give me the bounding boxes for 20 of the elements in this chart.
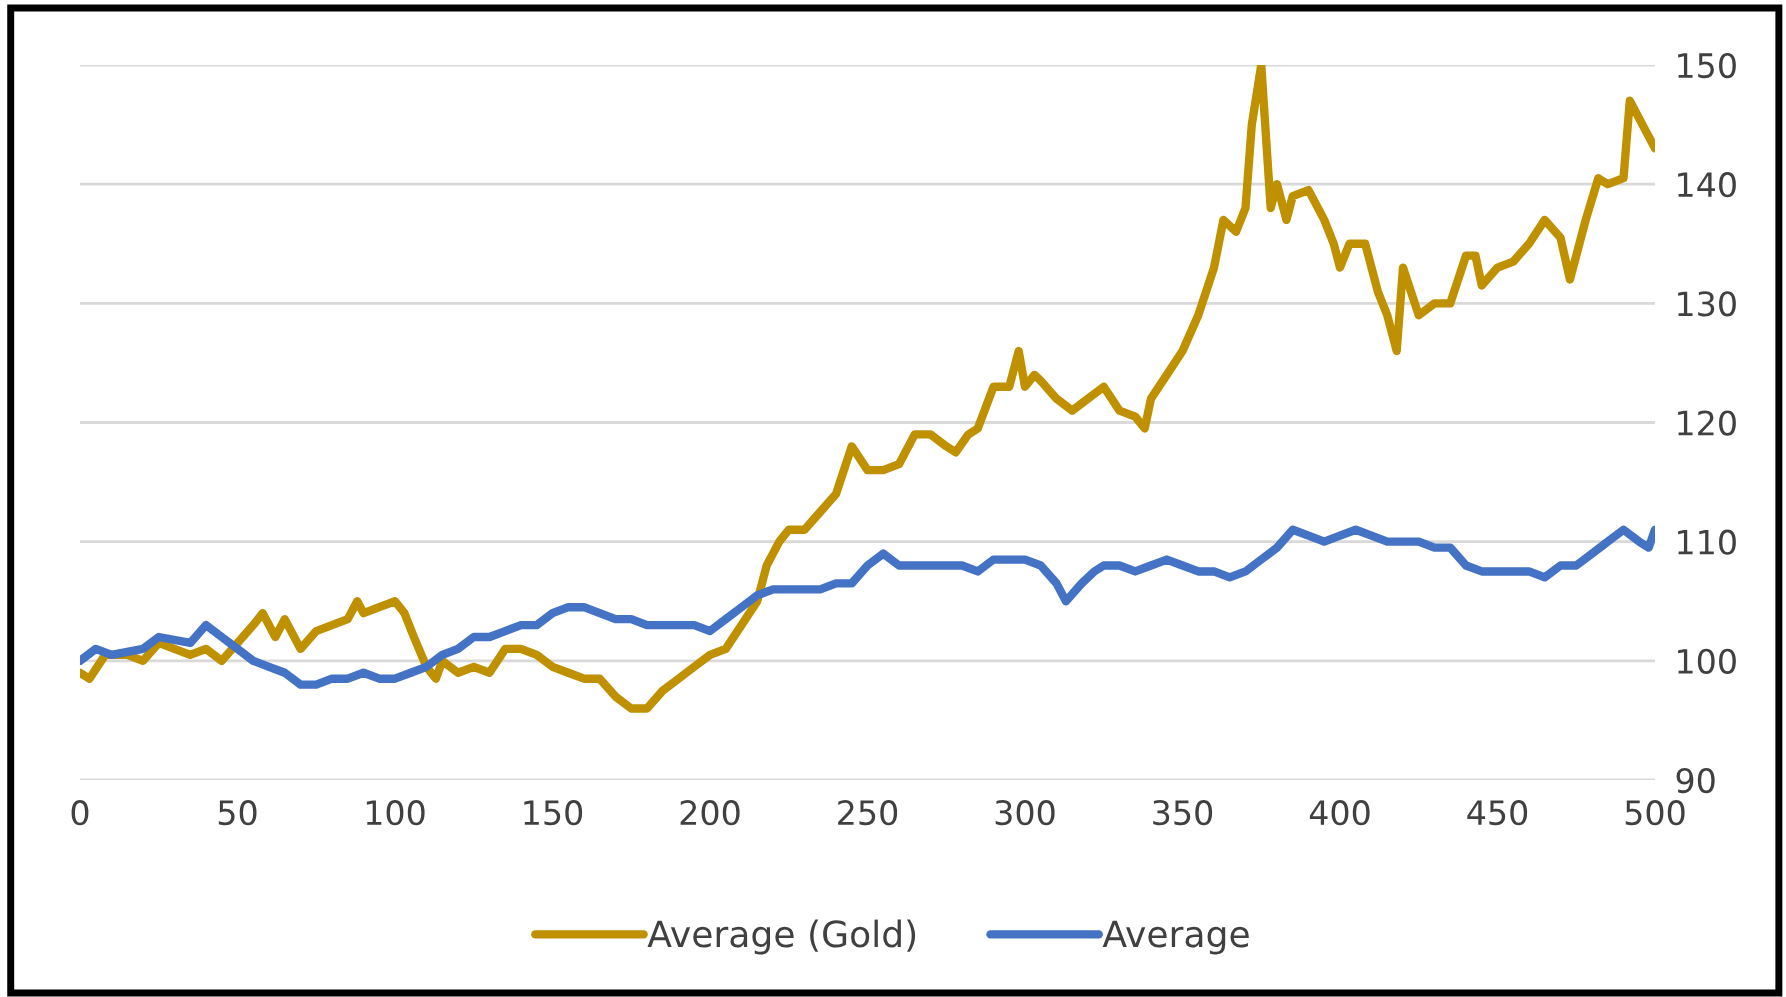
- y-tick-label: 110: [1678, 529, 1736, 555]
- x-tick-label: 0: [71, 800, 89, 826]
- y-tick-label: 130: [1678, 291, 1736, 317]
- y-tick-label: 120: [1678, 410, 1736, 436]
- x-tick-label: 200: [680, 800, 740, 826]
- y-tick-label: 90: [1676, 767, 1715, 794]
- x-tick-label: 300: [995, 800, 1055, 826]
- x-tick-label: 50: [218, 800, 257, 826]
- x-tick-label: 400: [1309, 800, 1370, 826]
- x-tick-label: 350: [1153, 800, 1213, 826]
- x-tick-label: 150: [524, 800, 583, 826]
- x-tick-label: 100: [366, 800, 425, 826]
- x-tick-label: 500: [1625, 800, 1685, 826]
- y-tick-label: 100: [1678, 648, 1736, 674]
- x-tick-label: 250: [838, 800, 898, 826]
- legend-label: Average: [1102, 920, 1249, 955]
- y-tick-label: 140: [1678, 172, 1736, 198]
- y-tick-label: 150: [1678, 52, 1736, 79]
- x-tick-label: 450: [1467, 800, 1528, 826]
- legend-label: Average (Gold): [647, 919, 916, 955]
